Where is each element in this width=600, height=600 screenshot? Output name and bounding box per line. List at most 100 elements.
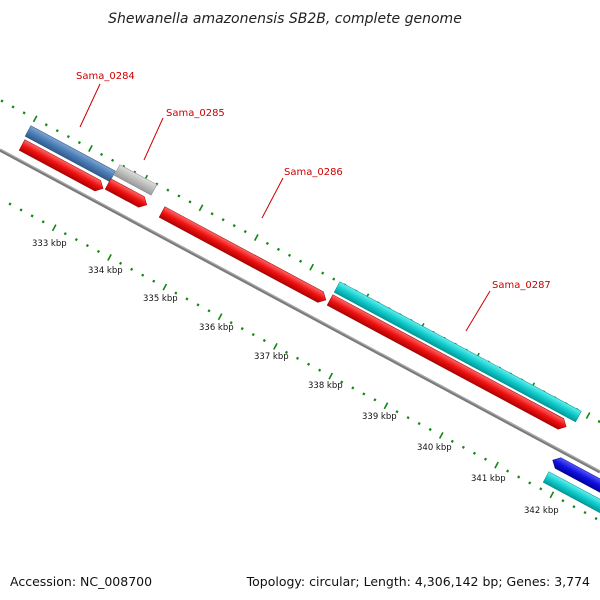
minor-tick xyxy=(141,273,145,277)
minor-tick xyxy=(85,243,89,248)
minor-tick xyxy=(188,200,192,204)
topology-text: Topology: circular; Length: 4,306,142 bp… xyxy=(246,574,590,589)
minor-tick xyxy=(66,135,70,139)
genome-backbone xyxy=(0,148,600,474)
minor-tick xyxy=(572,505,576,509)
gene-bar-sama-0284[interactable] xyxy=(24,125,116,183)
scale-label: 337 kbp xyxy=(254,352,289,362)
minor-tick xyxy=(19,208,23,212)
minor-tick xyxy=(99,152,104,156)
minor-tick xyxy=(539,487,543,491)
minor-tick xyxy=(583,511,587,515)
minor-tick xyxy=(483,457,488,461)
major-tick xyxy=(383,402,389,410)
minor-tick xyxy=(63,232,67,236)
major-tick xyxy=(585,412,591,419)
gene-label-sama-0286[interactable]: Sama_0286 xyxy=(284,167,343,178)
minor-tick xyxy=(74,238,78,242)
minor-tick xyxy=(22,111,26,115)
minor-tick xyxy=(295,356,300,360)
minor-tick xyxy=(130,267,134,271)
minor-tick xyxy=(340,380,344,384)
minor-tick xyxy=(299,259,303,263)
minor-tick xyxy=(0,99,4,103)
major-tick xyxy=(253,234,259,241)
major-tick xyxy=(107,253,112,261)
minor-tick xyxy=(528,481,532,485)
minor-tick xyxy=(362,392,366,396)
minor-tick xyxy=(185,297,189,301)
major-tick xyxy=(51,224,57,232)
minor-tick xyxy=(373,398,377,402)
major-tick xyxy=(32,115,38,123)
gene-track xyxy=(18,125,600,521)
major-tick xyxy=(494,461,499,469)
minor-tick xyxy=(318,368,322,372)
minor-tick xyxy=(450,439,454,443)
scale-label: 340 kbp xyxy=(417,443,452,453)
minor-tick xyxy=(284,350,288,354)
minor-tick xyxy=(111,158,115,162)
minor-tick xyxy=(232,224,236,228)
minor-tick xyxy=(276,247,280,251)
minor-tick xyxy=(196,303,200,307)
minor-tick xyxy=(207,309,211,313)
minor-tick xyxy=(321,271,325,275)
minor-tick xyxy=(229,321,233,325)
minor-tick xyxy=(262,338,266,343)
minor-tick xyxy=(472,451,476,455)
minor-tick xyxy=(41,220,45,224)
minor-tick xyxy=(55,129,59,133)
gene-label-sama-0285[interactable]: Sama_0285 xyxy=(166,108,225,119)
major-tick xyxy=(162,283,168,291)
gene-bar-blue-partial[interactable] xyxy=(550,455,600,497)
gene-bar-red-2[interactable] xyxy=(104,178,149,210)
minor-tick xyxy=(351,386,355,390)
gene-bar-cyan-partial[interactable] xyxy=(542,471,600,521)
minor-tick xyxy=(287,253,292,257)
minor-tick xyxy=(428,427,432,432)
minor-tick xyxy=(96,249,100,254)
gene-bar-sama-0285[interactable] xyxy=(113,164,158,196)
scale-label: 338 kbp xyxy=(308,381,343,391)
minor-tick xyxy=(561,499,565,503)
minor-tick xyxy=(152,279,156,283)
minor-tick xyxy=(395,410,399,414)
minor-tick xyxy=(594,516,598,521)
scale-label: 341 kbp xyxy=(471,474,506,484)
major-tick xyxy=(438,431,444,439)
accession-text: Accession: NC_008700 xyxy=(10,574,153,589)
scale-labels: 333 kbp 334 kbp 335 kbp 336 kbp 337 kbp … xyxy=(32,239,559,516)
inner-tick-row xyxy=(8,202,598,521)
gene-label-sama-0287[interactable]: Sama_0287 xyxy=(492,280,551,291)
scale-label: 334 kbp xyxy=(88,266,123,276)
minor-tick xyxy=(177,194,181,198)
gene-bar-sama-0287[interactable] xyxy=(333,281,582,423)
minor-tick xyxy=(240,327,244,331)
minor-tick xyxy=(44,123,48,127)
map-title: Shewanella amazonensis SB2B, complete ge… xyxy=(108,11,462,27)
scale-label: 336 kbp xyxy=(199,323,234,333)
minor-tick xyxy=(406,416,410,420)
minor-tick xyxy=(8,202,12,206)
scale-label: 335 kbp xyxy=(143,294,178,304)
minor-tick xyxy=(243,229,247,234)
minor-tick xyxy=(506,469,510,473)
minor-tick xyxy=(221,218,225,222)
gene-bar-red-3[interactable] xyxy=(326,294,569,432)
gene-label-sama-0284[interactable]: Sama_0284 xyxy=(76,71,135,82)
minor-tick xyxy=(417,422,421,426)
major-tick xyxy=(309,263,314,271)
minor-tick xyxy=(251,332,255,337)
minor-tick xyxy=(265,241,269,246)
minor-tick xyxy=(461,445,465,449)
minor-tick xyxy=(11,105,15,109)
minor-tick xyxy=(307,362,311,366)
gene-bar-red-1[interactable] xyxy=(18,139,106,194)
minor-tick xyxy=(332,277,336,281)
gene-label-leaders xyxy=(79,83,491,332)
minor-tick xyxy=(166,188,170,192)
gene-bar-sama-0286[interactable] xyxy=(158,206,329,306)
major-tick xyxy=(217,313,223,321)
